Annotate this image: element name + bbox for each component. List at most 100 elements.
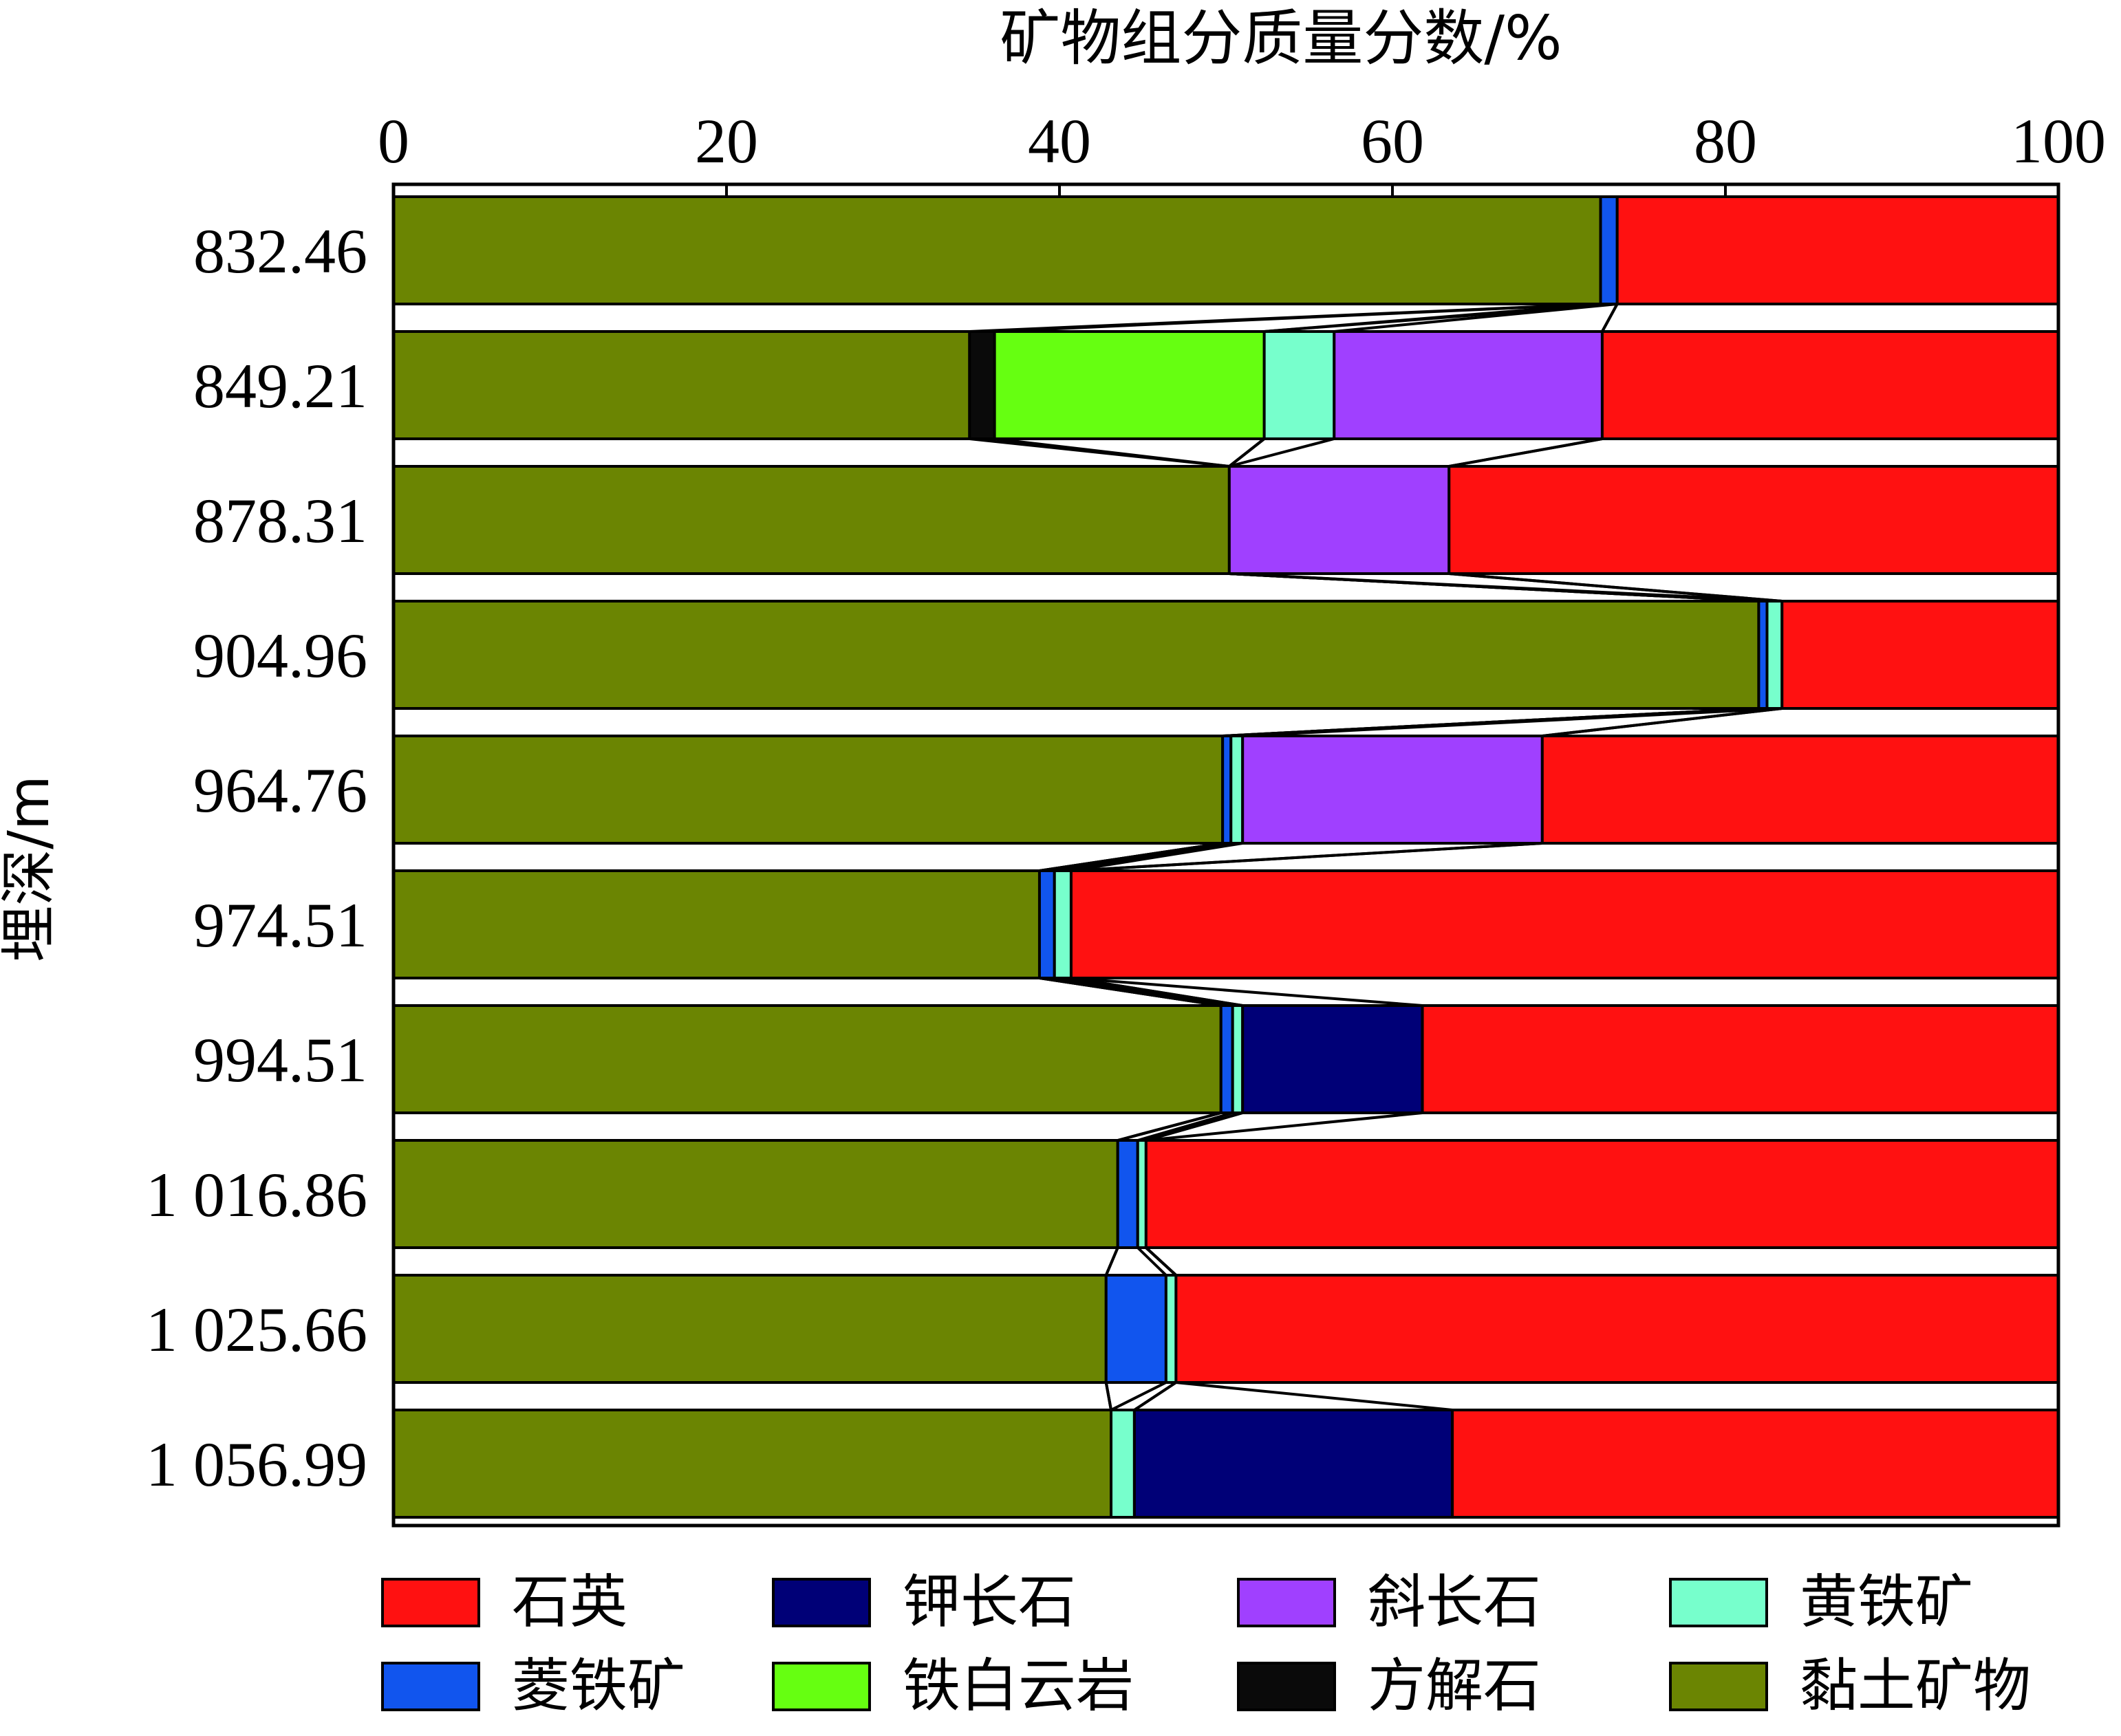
connector-line xyxy=(1228,437,1265,468)
bar-segment xyxy=(392,735,1225,845)
bar-segment xyxy=(1765,600,1784,710)
legend-label: 斜长石 xyxy=(1368,1568,1541,1636)
connector-line xyxy=(1449,572,1783,603)
bar-segment xyxy=(1116,1139,1139,1249)
connector-line xyxy=(1145,1246,1177,1277)
x-tick-label: 80 xyxy=(1694,106,1757,176)
bar-segment xyxy=(1241,735,1544,845)
bar-segment xyxy=(1599,195,1619,305)
y-tick-label: 832.46 xyxy=(193,216,367,286)
y-tick-label: 904.96 xyxy=(193,620,367,691)
x-tick-label: 60 xyxy=(1361,106,1424,176)
y-tick-label: 1 016.86 xyxy=(146,1160,367,1230)
bar-segment xyxy=(1447,465,2060,575)
bar-segment xyxy=(1615,195,2060,305)
connector-line xyxy=(1104,1382,1112,1411)
bar-segment xyxy=(1174,1274,2060,1384)
legend-swatch xyxy=(381,1662,480,1711)
bar-segment xyxy=(1241,1004,1424,1114)
legend-swatch xyxy=(772,1662,871,1711)
connector-line xyxy=(1117,1111,1222,1142)
bar-segment xyxy=(1037,869,1056,979)
x-tick-label: 20 xyxy=(695,106,758,176)
bar-segment xyxy=(1110,1409,1136,1519)
y-axis-title: 埋深/m xyxy=(0,775,62,962)
connector-line xyxy=(1229,572,1783,603)
legend-swatch xyxy=(772,1578,871,1627)
plot-frame xyxy=(391,182,2060,1528)
bar-segment xyxy=(1104,1274,1167,1384)
y-tick-label: 974.51 xyxy=(193,890,367,960)
connector-line xyxy=(1542,707,1783,737)
bar-segment xyxy=(1451,1409,2060,1519)
connector-line xyxy=(1334,303,1617,333)
y-tick-label: 1 025.66 xyxy=(146,1294,367,1365)
legend-label: 黄铁矿 xyxy=(1800,1568,1973,1636)
bar-segment xyxy=(968,330,996,440)
y-tick-label: 994.51 xyxy=(193,1025,367,1095)
legend-swatch xyxy=(1669,1578,1768,1627)
connector-line xyxy=(1133,1381,1177,1411)
legend-label: 黏土矿物 xyxy=(1800,1652,2031,1719)
x-tick-label: 0 xyxy=(378,106,409,176)
legend-label: 钾长石 xyxy=(903,1568,1076,1636)
connector-line xyxy=(1070,977,1423,1007)
connector-line xyxy=(1104,1247,1119,1276)
bar-segment xyxy=(392,195,1602,305)
legend-label: 菱铁矿 xyxy=(512,1652,685,1719)
bar-segment xyxy=(392,1139,1119,1249)
connector-line xyxy=(1039,977,1222,1007)
bar-segment xyxy=(1053,869,1073,979)
bar-segment xyxy=(1219,1004,1234,1114)
bar-segment xyxy=(1540,735,2060,845)
connector-line xyxy=(1070,842,1542,872)
bar-segment xyxy=(1229,735,1245,845)
connector-line xyxy=(1137,1246,1167,1277)
bar-segment xyxy=(1333,330,1604,440)
connector-line xyxy=(1601,303,1619,332)
bar-segment xyxy=(1780,600,2060,710)
legend-swatch xyxy=(381,1578,480,1627)
legend-label: 铁白云岩 xyxy=(903,1652,1134,1719)
bar-segment xyxy=(392,869,1041,979)
bar-segment xyxy=(993,330,1266,440)
x-axis-title: 矿物组分质量分数/% xyxy=(1000,3,1562,74)
connector-line xyxy=(994,437,1230,468)
legend-swatch xyxy=(1669,1662,1768,1711)
connector-line xyxy=(1145,1111,1243,1142)
bar-segment xyxy=(392,1004,1223,1114)
bar-segment xyxy=(392,1409,1113,1519)
bar-segment xyxy=(1600,330,2060,440)
connector-line xyxy=(1176,1381,1453,1411)
x-tick-label: 100 xyxy=(2011,106,2106,176)
connector-line xyxy=(1054,977,1233,1007)
connector-line xyxy=(1039,842,1223,872)
y-tick-label: 1 056.99 xyxy=(146,1429,367,1499)
connector-line xyxy=(1242,707,1783,737)
legend-swatch xyxy=(1237,1578,1336,1627)
bar-segment xyxy=(392,330,971,440)
bar-segment xyxy=(1262,330,1336,440)
connector-line xyxy=(1110,1381,1167,1411)
connector-line xyxy=(1070,977,1243,1007)
connector-line xyxy=(1229,437,1335,468)
bar-segment xyxy=(1231,1004,1245,1114)
x-tick-label: 40 xyxy=(1028,106,1091,176)
bar-segment xyxy=(1069,869,2060,979)
bar-segment xyxy=(392,1274,1108,1384)
bar-segment xyxy=(1421,1004,2060,1114)
bar-segment xyxy=(1164,1274,1178,1384)
bar-segment xyxy=(1144,1139,2060,1249)
legend-label: 方解石 xyxy=(1368,1652,1541,1719)
connector-line xyxy=(1137,1111,1234,1142)
bar-segment xyxy=(392,600,1761,710)
connector-line xyxy=(1145,1111,1423,1142)
legend-label: 石英 xyxy=(512,1568,627,1636)
connector-line xyxy=(1448,437,1603,468)
y-tick-label: 878.31 xyxy=(193,486,367,556)
connector-line xyxy=(1054,842,1231,872)
bar-segment xyxy=(392,465,1231,575)
bar-segment xyxy=(1227,465,1451,575)
